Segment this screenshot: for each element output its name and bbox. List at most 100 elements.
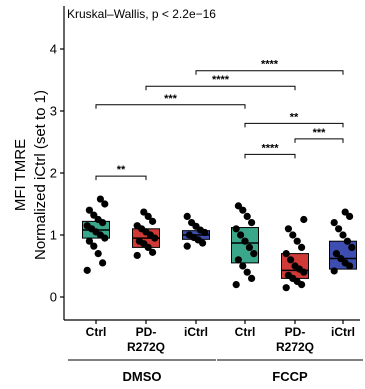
significance-label: **** <box>261 59 279 71</box>
significance-label: *** <box>313 127 327 139</box>
box-0 <box>82 195 110 274</box>
data-point <box>346 212 354 220</box>
box-1 <box>132 208 160 260</box>
data-point <box>298 243 306 251</box>
box-5 <box>329 208 357 275</box>
bracket-line <box>95 175 147 181</box>
data-point <box>183 242 191 250</box>
boxes-layer <box>82 195 357 292</box>
data-point <box>243 268 251 276</box>
data-point <box>234 256 242 264</box>
significance-bracket: **** <box>244 142 296 159</box>
y-tick-label: 1 <box>50 228 57 243</box>
group-labels: DMSO FCCP <box>68 359 363 384</box>
group-label: DMSO <box>123 369 162 384</box>
data-point <box>250 250 258 258</box>
data-point <box>289 231 297 239</box>
significance-bracket: *** <box>95 93 246 109</box>
box-3 <box>231 202 259 289</box>
data-point <box>291 262 299 270</box>
x-tick-label: PD- <box>136 325 157 339</box>
y-axis-label-line1: MFI TMRE <box>12 139 29 211</box>
data-point <box>232 281 240 289</box>
data-point <box>332 250 340 258</box>
data-point <box>144 212 152 220</box>
x-tick-label-line2: R272Q <box>127 340 165 354</box>
significance-bracket: ** <box>95 164 147 181</box>
data-point <box>183 212 191 220</box>
box-4 <box>281 215 309 292</box>
data-point <box>96 195 104 203</box>
data-point <box>135 237 143 245</box>
data-point <box>234 202 242 210</box>
significance-brackets: ********************** <box>95 59 344 181</box>
data-point <box>94 215 102 224</box>
data-point <box>237 231 245 239</box>
significance-label: **** <box>261 142 279 154</box>
data-point <box>348 243 356 251</box>
y-tick-label: 3 <box>50 104 57 119</box>
x-tick-label: Ctrl <box>86 325 107 339</box>
data-point <box>94 250 102 258</box>
data-point <box>149 248 157 256</box>
data-point <box>284 271 292 279</box>
bracket-line <box>294 138 344 143</box>
data-point <box>248 219 256 227</box>
data-point <box>83 266 91 274</box>
data-point <box>85 237 93 245</box>
significance-label: *** <box>164 93 178 105</box>
data-point <box>287 256 295 264</box>
data-point <box>85 206 93 214</box>
data-point <box>341 208 349 216</box>
y-tick-label: 2 <box>50 166 57 181</box>
data-point <box>341 259 349 267</box>
y-tick-label: 0 <box>50 290 57 305</box>
x-tick-label: iCtrl <box>184 325 208 339</box>
data-point <box>133 222 141 230</box>
data-point <box>330 219 338 227</box>
bracket-line <box>95 104 246 109</box>
bracket-line <box>145 85 296 91</box>
significance-bracket: ** <box>244 111 344 128</box>
data-point <box>339 231 347 239</box>
bracket-line <box>195 70 344 75</box>
data-point <box>149 217 157 225</box>
data-point <box>90 242 98 250</box>
y-tick-label: 4 <box>50 42 57 57</box>
bracket-line <box>244 153 296 159</box>
data-point <box>245 243 253 251</box>
data-point <box>188 219 196 227</box>
data-point <box>239 206 247 214</box>
x-tick-label: iCtrl <box>331 325 355 339</box>
data-point <box>343 237 351 245</box>
data-point <box>133 251 141 260</box>
data-point <box>284 225 292 233</box>
data-point <box>282 284 290 292</box>
significance-label: **** <box>212 74 230 86</box>
data-point <box>282 250 290 258</box>
x-tick-label: PD- <box>285 325 306 339</box>
bracket-line <box>244 122 344 128</box>
data-point <box>293 237 301 245</box>
y-axis-label-line2: Normalized iCtrl (set to 1) <box>32 90 49 260</box>
group-label: FCCP <box>272 369 308 384</box>
significance-label: ** <box>290 111 299 123</box>
significance-bracket: **** <box>145 74 296 91</box>
data-point <box>335 225 343 233</box>
data-point <box>232 225 240 233</box>
significance-bracket: **** <box>195 59 344 75</box>
data-point <box>83 222 91 230</box>
data-point <box>243 212 251 220</box>
significance-bracket: *** <box>294 127 344 143</box>
x-tick-label-line2: R272Q <box>276 340 314 354</box>
significance-label: ** <box>117 164 126 176</box>
data-point <box>239 262 247 270</box>
kruskal-wallis-label: Kruskal–Wallis, p < 2.2e−16 <box>67 7 216 21</box>
data-point <box>248 274 256 282</box>
x-tick-label: Ctrl <box>235 325 256 339</box>
box-iqr <box>231 227 259 264</box>
data-point <box>101 200 109 208</box>
data-point <box>140 208 148 216</box>
